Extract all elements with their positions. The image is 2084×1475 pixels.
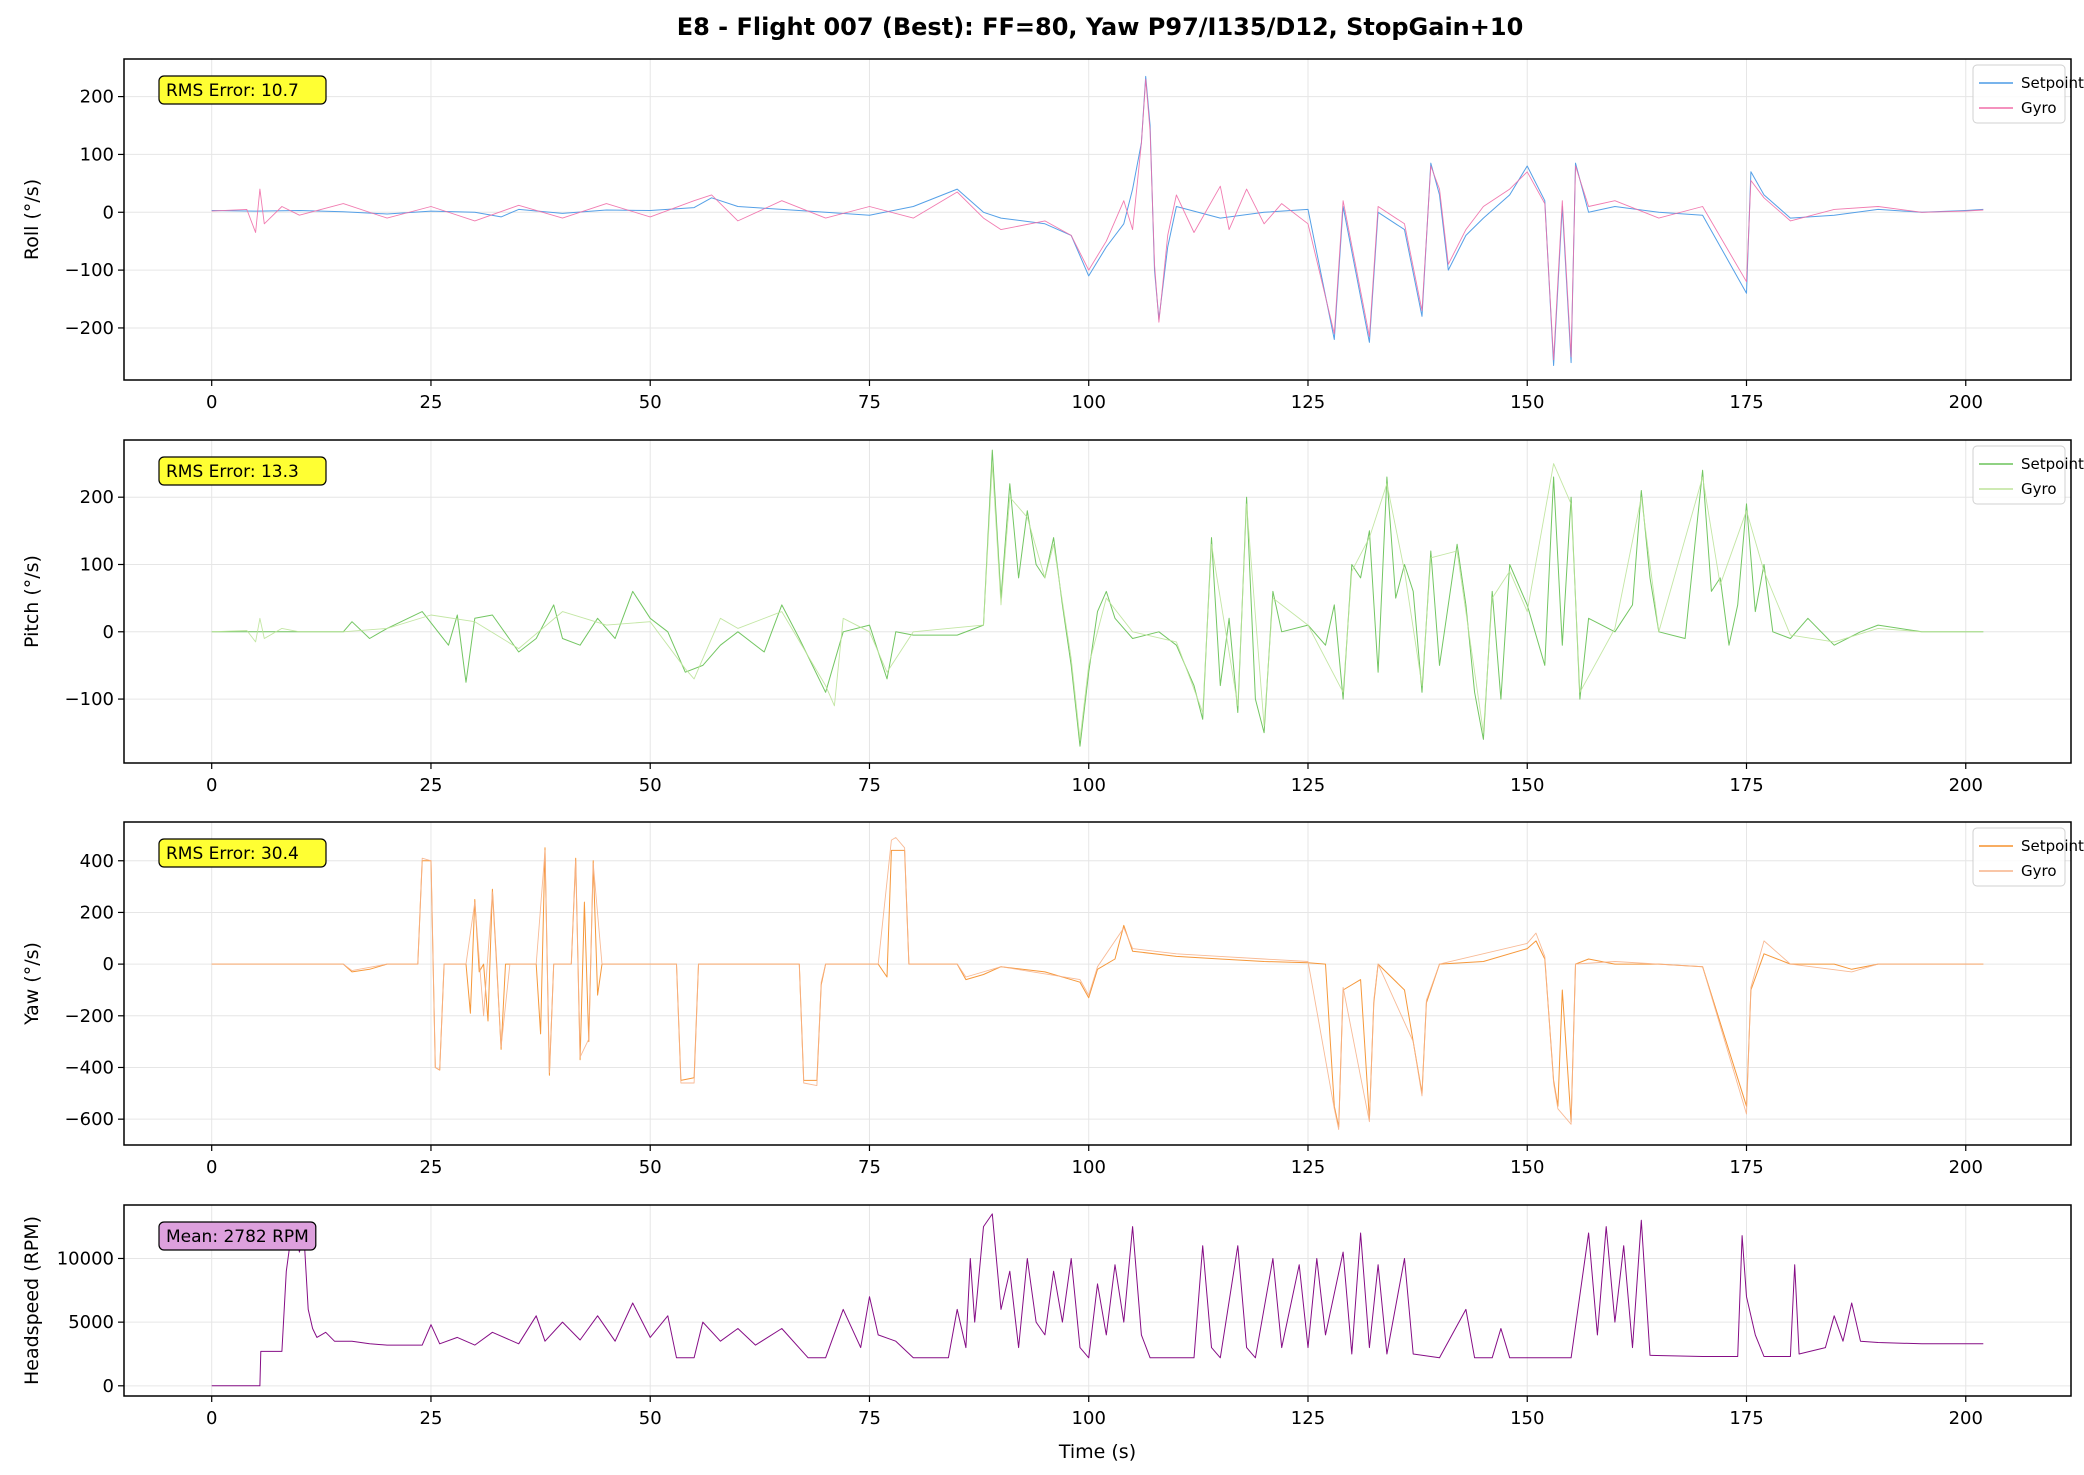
series-line-roll-gyro xyxy=(211,78,1984,361)
panel-headspeed: 0 25 50 75 100 125 150 175 200 0 5000 10000 Headspee… xyxy=(21,1204,2072,1463)
panels: 0 25 50 75 100 125 150 175 200 −200 −100 0 100 200 Rol… xyxy=(21,58,2084,1463)
series-group xyxy=(211,837,1984,1130)
y-tick-label: 100 xyxy=(80,144,114,165)
series-line-roll-setpoint xyxy=(211,75,1984,366)
y-tick-label: 10000 xyxy=(57,1248,114,1269)
annotation-text: RMS Error: 13.3 xyxy=(166,462,299,482)
x-tick-label: 125 xyxy=(1291,392,1325,413)
y-tick-label: −400 xyxy=(65,1057,114,1078)
panel-roll: 0 25 50 75 100 125 150 175 200 −200 −100 0 100 200 Rol… xyxy=(21,58,2084,413)
x-tick-label: 125 xyxy=(1291,1408,1325,1429)
x-tick-label: 200 xyxy=(1949,392,1983,413)
x-tick-label: 150 xyxy=(1510,1408,1544,1429)
y-tick-label: −100 xyxy=(65,260,114,281)
axes-frame xyxy=(123,439,2072,764)
y-axis-label: Roll (°/s) xyxy=(21,179,43,260)
annotation-text: Mean: 2782 RPM xyxy=(166,1227,309,1247)
plot-area xyxy=(124,822,2071,1145)
x-tick-label: 175 xyxy=(1729,392,1763,413)
plot-area xyxy=(124,1205,2071,1396)
annotation-badge xyxy=(158,75,327,105)
y-tick-label: −200 xyxy=(65,318,114,339)
x-tick-label: 100 xyxy=(1072,392,1106,413)
x-tick-label: 175 xyxy=(1729,1157,1763,1178)
axes-frame xyxy=(123,1204,2072,1397)
x-tick-label: 25 xyxy=(420,392,443,413)
annotation-badge xyxy=(158,1221,317,1251)
annotation-badge xyxy=(158,838,327,868)
legend-label: Gyro xyxy=(2021,480,2057,498)
y-tick-label: 0 xyxy=(103,622,114,643)
y-axis-label: Headspeed (RPM) xyxy=(21,1216,43,1385)
x-tick-label: 100 xyxy=(1072,1157,1106,1178)
annotation-text: RMS Error: 30.4 xyxy=(166,844,299,864)
series-line-pitch-gyro xyxy=(211,463,1984,740)
series-group xyxy=(211,1213,1984,1387)
legend-label: Setpoint xyxy=(2021,74,2084,92)
x-tick-label: 75 xyxy=(858,1157,881,1178)
axes-frame xyxy=(123,821,2072,1146)
x-tick-label: 150 xyxy=(1510,392,1544,413)
legend-label: Setpoint xyxy=(2021,455,2084,473)
x-tick-label: 25 xyxy=(420,1408,443,1429)
x-tick-label: 200 xyxy=(1949,775,1983,796)
y-tick-label: 200 xyxy=(80,487,114,508)
x-tick-label: 25 xyxy=(420,1157,443,1178)
series-line-yaw-gyro xyxy=(211,837,1984,1130)
x-tick-label: 150 xyxy=(1510,1157,1544,1178)
x-axis-label: Time (s) xyxy=(1058,1441,1136,1463)
annotation-text: RMS Error: 10.7 xyxy=(166,81,299,101)
y-tick-label: 100 xyxy=(80,554,114,575)
x-tick-label: 75 xyxy=(858,392,881,413)
x-tick-label: 75 xyxy=(858,1408,881,1429)
x-tick-label: 50 xyxy=(639,392,662,413)
x-tick-label: 175 xyxy=(1729,1408,1763,1429)
x-tick-label: 150 xyxy=(1510,775,1544,796)
series-group xyxy=(211,75,1984,366)
series-line-pitch-setpoint xyxy=(211,449,1984,747)
panel-yaw: 0 25 50 75 100 125 150 175 200 −600 −400 −200 0 200 40… xyxy=(21,821,2084,1178)
x-tick-label: 100 xyxy=(1072,1408,1106,1429)
x-tick-label: 0 xyxy=(206,1157,217,1178)
legend-label: Gyro xyxy=(2021,862,2057,880)
y-tick-label: 200 xyxy=(80,902,114,923)
x-tick-label: 0 xyxy=(206,775,217,796)
y-tick-label: −100 xyxy=(65,689,114,710)
x-tick-label: 50 xyxy=(639,1157,662,1178)
y-tick-label: 0 xyxy=(103,202,114,223)
legend-label: Setpoint xyxy=(2021,837,2084,855)
series-group xyxy=(211,449,1984,747)
plot-area xyxy=(124,440,2071,763)
x-tick-label: 200 xyxy=(1949,1408,1983,1429)
legend-label: Gyro xyxy=(2021,99,2057,117)
y-axis-label: Pitch (°/s) xyxy=(21,555,43,648)
y-tick-label: 400 xyxy=(80,851,114,872)
plot-area xyxy=(124,59,2071,380)
x-tick-label: 125 xyxy=(1291,1157,1325,1178)
x-tick-label: 25 xyxy=(420,775,443,796)
x-tick-label: 125 xyxy=(1291,775,1325,796)
y-tick-label: 0 xyxy=(103,1376,114,1397)
y-tick-label: 5000 xyxy=(68,1312,114,1333)
y-tick-label: 200 xyxy=(80,87,114,108)
y-tick-label: 0 xyxy=(103,954,114,975)
x-tick-label: 75 xyxy=(858,775,881,796)
panel-pitch: 0 25 50 75 100 125 150 175 200 −100 0 100 200 Pitch (… xyxy=(21,439,2084,796)
y-tick-label: −600 xyxy=(65,1109,114,1130)
x-tick-label: 50 xyxy=(639,1408,662,1429)
x-tick-label: 200 xyxy=(1949,1157,1983,1178)
x-tick-label: 0 xyxy=(206,392,217,413)
x-tick-label: 0 xyxy=(206,1408,217,1429)
x-tick-label: 175 xyxy=(1729,775,1763,796)
x-tick-label: 50 xyxy=(639,775,662,796)
axes-frame xyxy=(123,58,2072,381)
annotation-badge xyxy=(158,456,327,486)
figure-title: E8 - Flight 007 (Best): FF=80, Yaw P97/I… xyxy=(677,13,1524,41)
x-tick-label: 100 xyxy=(1072,775,1106,796)
series-line-headspeed-main xyxy=(211,1213,1984,1387)
y-tick-label: −200 xyxy=(65,1006,114,1027)
y-axis-label: Yaw (°/s) xyxy=(21,942,43,1026)
